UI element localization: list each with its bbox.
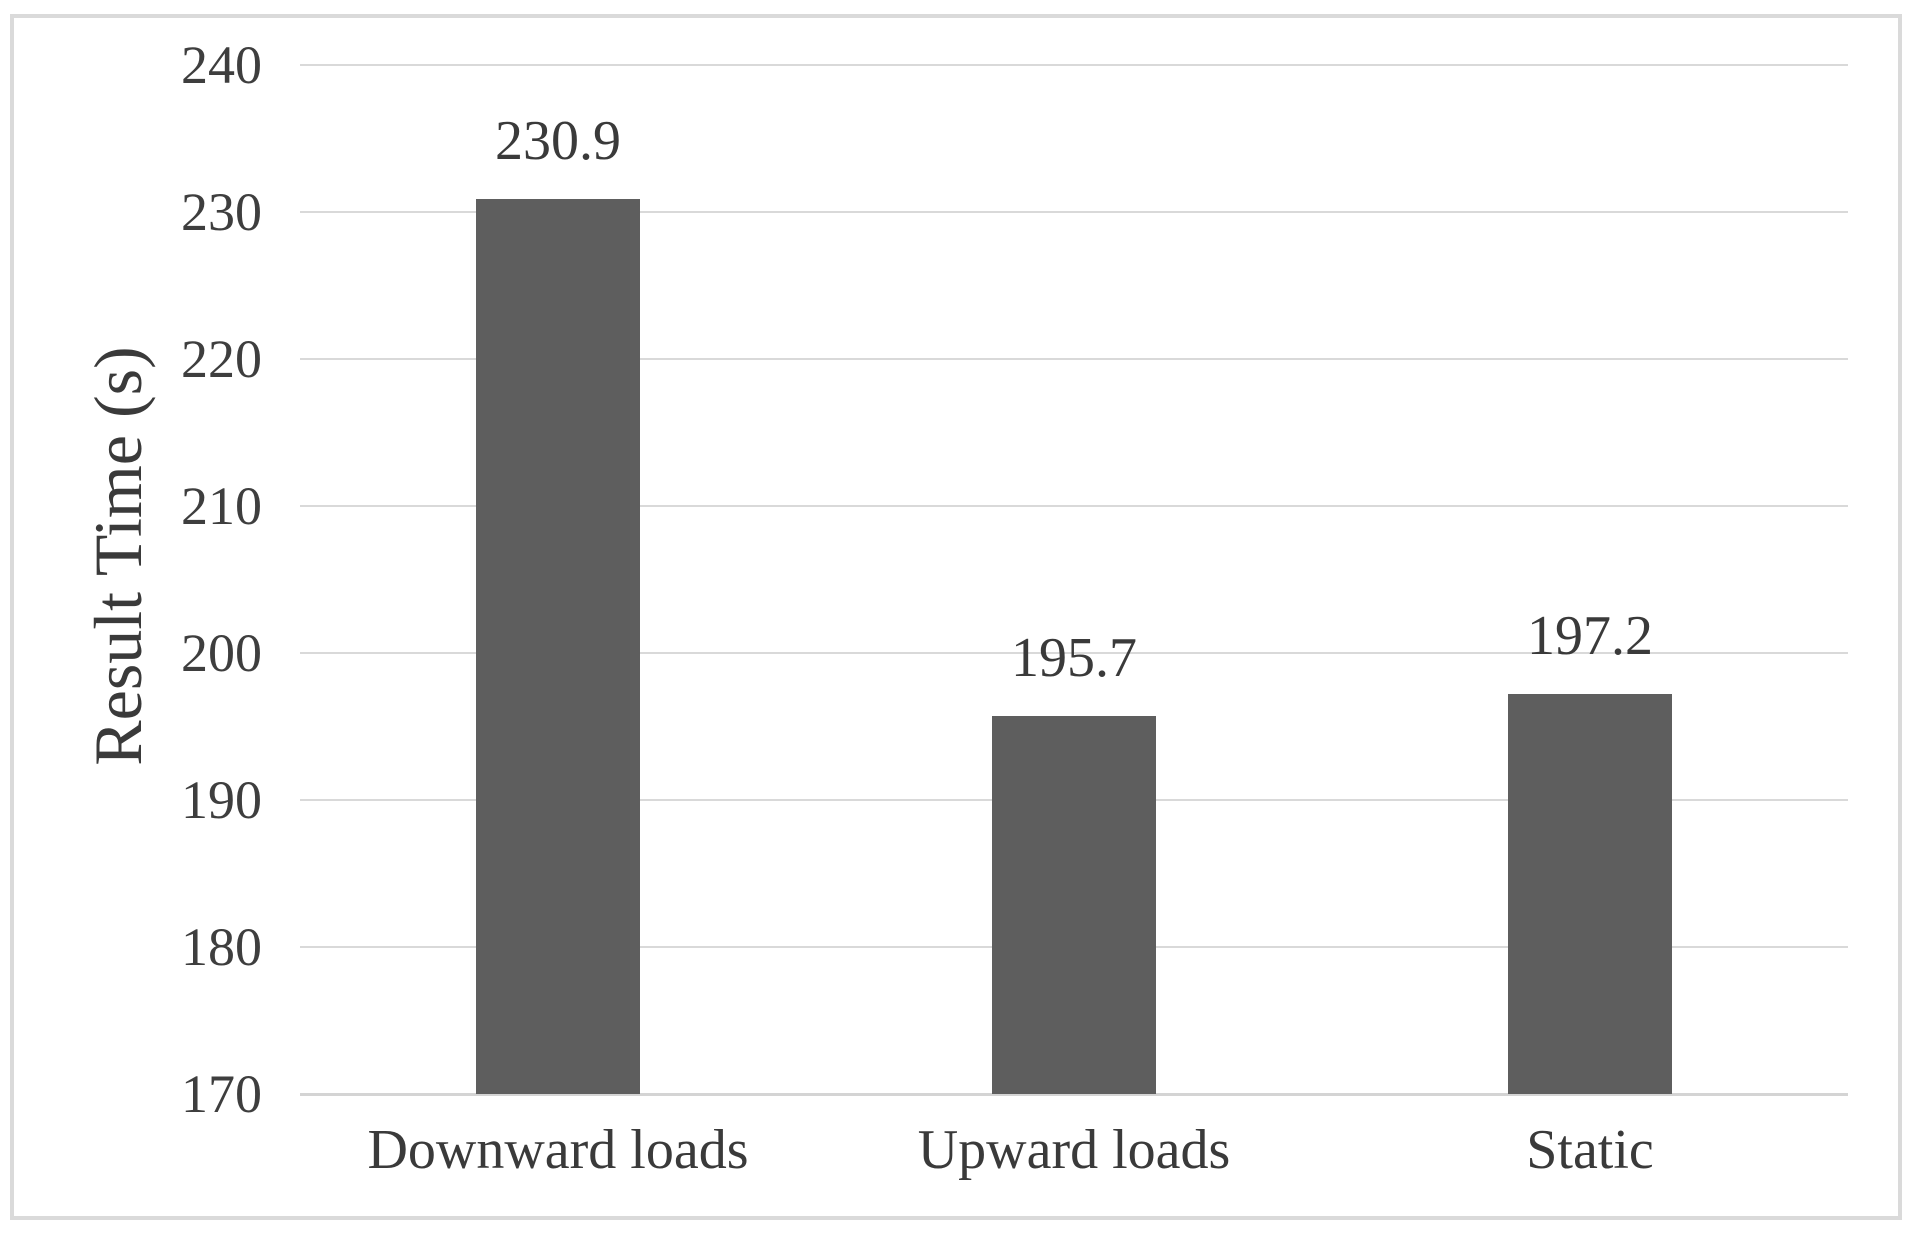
gridline xyxy=(300,358,1848,360)
y-tick-label: 230 xyxy=(181,182,262,242)
x-category-label: Upward loads xyxy=(917,1119,1231,1181)
x-category-label: Downward loads xyxy=(367,1119,749,1181)
gridline xyxy=(300,64,1848,66)
bar-value-label: 197.2 xyxy=(1527,605,1653,668)
y-tick-label: 220 xyxy=(181,329,262,389)
y-axis-title: Result Time (s) xyxy=(80,346,156,766)
gridline xyxy=(300,505,1848,507)
y-tick-label: 180 xyxy=(181,917,262,977)
y-tick-label: 190 xyxy=(181,770,262,830)
bar xyxy=(476,198,640,1094)
bar-value-label: 230.9 xyxy=(495,109,621,172)
x-axis-line xyxy=(300,1093,1848,1096)
y-tick-label: 240 xyxy=(181,35,262,95)
y-tick-label: 170 xyxy=(181,1064,262,1124)
y-tick-label: 200 xyxy=(181,623,262,683)
gridline xyxy=(300,211,1848,213)
bar xyxy=(1508,694,1672,1094)
x-category-label: Static xyxy=(1526,1119,1654,1181)
y-tick-label: 210 xyxy=(181,476,262,536)
bar-value-label: 195.7 xyxy=(1011,627,1137,690)
gridline xyxy=(300,652,1848,654)
bar xyxy=(992,716,1156,1094)
